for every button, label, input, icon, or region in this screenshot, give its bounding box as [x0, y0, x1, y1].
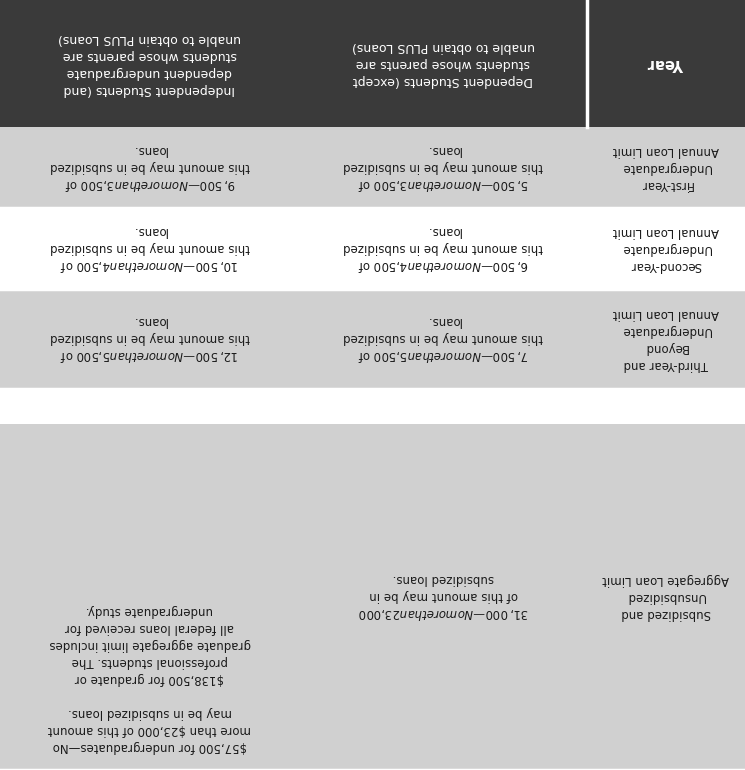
Text: $10,500—No more than $4,500 of
this amount may be in subsidized
loans.: $10,500—No more than $4,500 of this amou…	[50, 224, 250, 273]
Text: $9,500—No more than $3,500 of
this amount may be in subsidized
loans.: $9,500—No more than $3,500 of this amoun…	[50, 143, 250, 192]
Text: $7,500—No more than $5,500 of
this amount may be in subsidized
loans.: $7,500—No more than $5,500 of this amoun…	[343, 314, 543, 363]
Bar	[587, 127, 745, 208]
Bar	[587, 424, 745, 770]
Bar	[0, 0, 299, 127]
Bar	[299, 289, 587, 389]
Bar	[299, 127, 587, 208]
Text: Dependent Students (except
students whose parents are
unable to obtain PLUS Loan: Dependent Students (except students whos…	[352, 40, 535, 87]
Bar	[0, 289, 299, 389]
Bar	[299, 424, 587, 770]
Text: $12,500—No more than $5,500 of
this amount may be in subsidized
loans.: $12,500—No more than $5,500 of this amou…	[50, 314, 250, 363]
Text: Third-Year and
Beyond
Undergraduate
Annual Loan Limit: Third-Year and Beyond Undergraduate Annu…	[613, 306, 719, 371]
Bar	[299, 0, 587, 127]
Bar	[0, 389, 745, 424]
Bar	[587, 0, 745, 127]
Text: Subsidized and
Unsubsidized
Aggregate Loan Limit: Subsidized and Unsubsidized Aggregate Lo…	[603, 573, 729, 621]
Text: Second-Year
Undergraduate
Annual Loan Limit: Second-Year Undergraduate Annual Loan Li…	[613, 225, 719, 272]
Text: $57,500 for undergraduates—No
more than $23,000 of this amount
may be in subsidi: $57,500 for undergraduates—No more than …	[48, 604, 251, 753]
Bar	[587, 289, 745, 389]
Text: Year: Year	[648, 56, 684, 71]
Bar	[0, 127, 299, 208]
Text: First-Year
Undergraduate
Annual Loan Limit: First-Year Undergraduate Annual Loan Lim…	[613, 144, 719, 191]
Bar	[0, 208, 299, 289]
Text: $6,500—No more than $4,500 of
this amount may be in subsidized
loans.: $6,500—No more than $4,500 of this amoun…	[343, 224, 543, 273]
Text: Independent Students (and
dependent undergraduate
students whose parents are
una: Independent Students (and dependent unde…	[58, 32, 241, 95]
Bar	[0, 424, 299, 770]
Bar	[587, 208, 745, 289]
Text: $31,000—No more than $23,000
of this amount may be in
subsidized loans.: $31,000—No more than $23,000 of this amo…	[358, 572, 529, 621]
Bar	[299, 208, 587, 289]
Text: $5,500—No more than $3,500 of
this amount may be in subsidized
loans.: $5,500—No more than $3,500 of this amoun…	[343, 143, 543, 192]
